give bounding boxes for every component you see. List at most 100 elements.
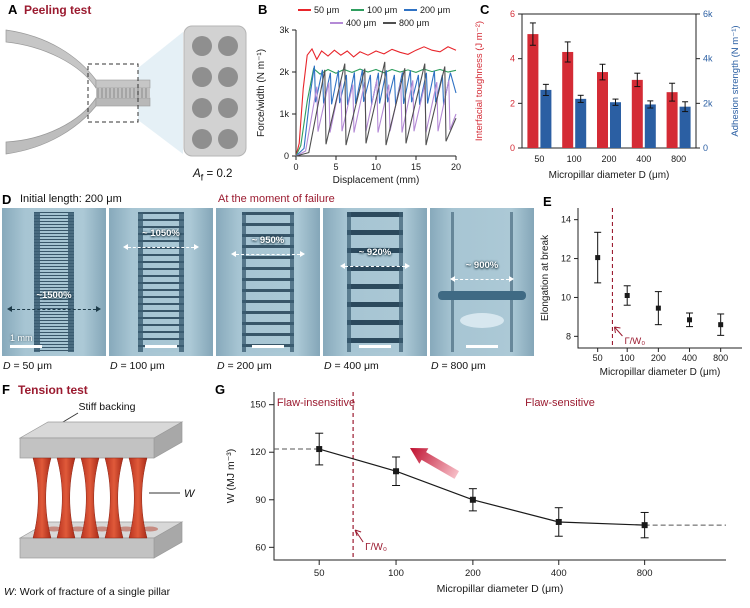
svg-text:50: 50	[593, 353, 603, 363]
panel-g: G 60 90 120 150 50 100 200 400 800 Micropillar di…	[210, 382, 750, 608]
peel-top-arm	[5, 29, 97, 90]
peel-bottom-arm	[5, 96, 97, 155]
svg-text:20: 20	[451, 162, 461, 172]
svg-text:2k: 2k	[703, 98, 713, 108]
caption-800um: D = 800 μm	[431, 360, 486, 372]
scalebar	[466, 345, 498, 348]
stiff-backing-label: Stiff backing	[78, 401, 135, 413]
scalebar	[145, 345, 177, 348]
svg-text:Elongation at break: Elongation at break	[540, 234, 551, 321]
initial-length-note: Initial length: 200 μm	[20, 193, 122, 205]
svg-text:6: 6	[510, 9, 515, 19]
svg-text:3k: 3k	[279, 25, 289, 35]
failure-note: At the moment of failure	[218, 193, 335, 205]
caption-400um: D = 400 μm	[324, 360, 379, 372]
svg-text:200: 200	[465, 568, 481, 579]
single-fiber	[438, 290, 526, 300]
svg-text:14: 14	[561, 215, 571, 225]
svg-text:200: 200	[651, 353, 666, 363]
svg-text:4k: 4k	[703, 54, 713, 64]
bottom-backing	[95, 97, 151, 107]
panel-a-title: Peeling test	[24, 3, 92, 17]
pillar-array	[183, 25, 247, 157]
fibril-column	[242, 212, 294, 352]
svg-text:Interfacial toughness (J m⁻²): Interfacial toughness (J m⁻²)	[474, 21, 485, 141]
svg-text:150: 150	[250, 400, 266, 411]
svg-text:5: 5	[333, 162, 338, 172]
panel-b-label: B	[258, 2, 268, 17]
scalebar	[359, 345, 391, 348]
panel-f-title: Tension test	[18, 383, 88, 397]
elongation-label: ~ 900%	[465, 260, 499, 271]
elongation-label: ~ 950%	[251, 235, 285, 246]
elongation-arrow	[340, 263, 410, 269]
scalebar-label: 1 mm	[10, 333, 33, 343]
panel-f: F Tension test Stiff backing	[0, 382, 210, 608]
micrograph-200um: ~ 950%	[216, 208, 320, 356]
panel-g-label: G	[215, 382, 226, 397]
panel-f-caption: W: Work of fracture of a single pillar	[4, 586, 171, 598]
svg-text:200: 200	[601, 154, 616, 164]
scalebar	[252, 345, 284, 348]
svg-text:Γ/W₀: Γ/W₀	[365, 542, 387, 553]
svg-text:400: 400	[682, 353, 697, 363]
panel-d: D Initial length: 200 μm At the moment o…	[0, 192, 540, 382]
fibril-zone	[96, 88, 150, 98]
svg-text:15: 15	[411, 162, 421, 172]
svg-text:Micropillar diameter D (μm): Micropillar diameter D (μm)	[549, 170, 670, 181]
pillar-circles	[192, 36, 238, 149]
elongation-arrow	[7, 306, 101, 312]
svg-text:800: 800	[671, 154, 686, 164]
elongation-chart: 8 10 12 14 50 100 200 400 800 Micropillar diamete…	[540, 208, 742, 378]
svg-text:Micropillar diameter D (μm): Micropillar diameter D (μm)	[600, 367, 721, 378]
elongation-label: ~ 1050%	[142, 228, 180, 239]
svg-text:800: 800	[713, 353, 728, 363]
svg-text:Flaw-sensitive: Flaw-sensitive	[525, 397, 595, 409]
caption-200um: D = 200 μm	[217, 360, 272, 372]
panel-a: A Peeling test Af	[0, 0, 250, 190]
fibril-column	[451, 212, 513, 352]
svg-text:Force/width (N m⁻¹): Force/width (N m⁻¹)	[256, 49, 267, 137]
svg-text:0: 0	[293, 162, 298, 172]
top-slab-front	[19, 437, 155, 459]
panel-e-label: E	[543, 194, 552, 209]
fibril-column	[347, 212, 403, 352]
fibril-column	[138, 212, 184, 352]
area-fraction-label: Af = 0.2	[193, 168, 233, 184]
svg-text:800 μm: 800 μm	[399, 18, 429, 28]
svg-text:8: 8	[566, 331, 571, 341]
caption-100um: D = 100 μm	[110, 360, 165, 372]
svg-text:800: 800	[637, 568, 653, 579]
svg-text:Γ/W₀: Γ/W₀	[624, 336, 645, 347]
svg-text:10: 10	[561, 292, 571, 302]
svg-text:1k: 1k	[279, 109, 289, 119]
svg-text:50: 50	[534, 154, 544, 164]
zoom-beam	[138, 32, 183, 154]
panel-f-label: F	[2, 382, 10, 397]
svg-text:2k: 2k	[279, 67, 289, 77]
elongation-arrow	[450, 276, 514, 282]
fiber-blob	[460, 313, 505, 329]
svg-text:100: 100	[388, 568, 404, 579]
micrograph-800um: ~ 900%	[430, 208, 534, 356]
elongation-arrow	[231, 251, 305, 257]
pillar-shadows	[46, 526, 158, 532]
svg-text:60: 60	[255, 542, 266, 553]
svg-text:50: 50	[314, 568, 325, 579]
peel-force-chart: 0 1k 2k 3k 0 5 10 15 20 Displacement (mm) Force/wi…	[256, 5, 461, 186]
svg-text:Adhesion strength (N m⁻¹): Adhesion strength (N m⁻¹)	[730, 25, 741, 136]
panel-a-label: A	[8, 2, 18, 17]
tension-schematic: Stiff backing W	[18, 401, 196, 559]
dashed-roi	[87, 63, 139, 123]
svg-text:400: 400	[636, 154, 651, 164]
scalebar	[10, 345, 42, 348]
panel-e: E 8 10 12 14 50 100 200 400 800 Micropillar diame…	[538, 192, 750, 384]
svg-text:200 μm: 200 μm	[420, 5, 450, 15]
work-of-fracture-chart: 60 90 120 150 50 100 200 400 800 Micropillar diam…	[225, 392, 726, 595]
svg-text:90: 90	[255, 495, 266, 506]
svg-text:400: 400	[551, 568, 567, 579]
panel-c: C 0 2 4 6 0 2k 4k 6k 50 100 200 400 800 Micropillar d…	[470, 0, 750, 192]
svg-text:2: 2	[510, 98, 515, 108]
svg-text:100 μm: 100 μm	[367, 5, 397, 15]
peeling-schematic	[5, 25, 247, 157]
